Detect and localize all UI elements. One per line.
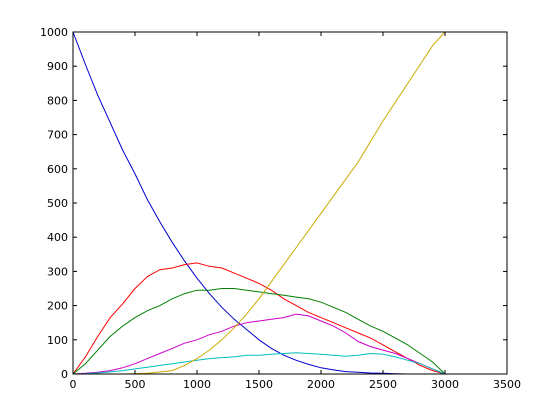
y-tick-label: 500	[47, 197, 68, 210]
x-tick-label: 3000	[431, 378, 459, 391]
ticks-layer: 0 500 1000 1500 2000 2500 3000 3500 0 100 200 300 40…	[40, 26, 521, 391]
y-tick-label: 600	[47, 163, 68, 176]
x-tick-label: 2000	[307, 378, 335, 391]
x-tick-label: 1000	[183, 378, 211, 391]
y-tick-label: 700	[47, 129, 68, 142]
series-line-4	[72, 313, 446, 375]
y-tick-label: 200	[47, 300, 68, 313]
x-tick-label: 2500	[369, 378, 397, 391]
y-tick-label: 300	[47, 265, 68, 278]
series-line-6	[73, 31, 446, 375]
series-line-2	[72, 262, 446, 375]
y-tick-label: 800	[47, 94, 68, 107]
x-tick-label: 500	[125, 378, 146, 391]
y-tick-label: 0	[61, 368, 68, 381]
x-tick-label: 0	[70, 378, 77, 391]
y-tick-label: 1000	[40, 26, 68, 39]
x-tick-label: 3500	[493, 378, 521, 391]
y-tick-label: 100	[47, 334, 68, 347]
series-line-5	[72, 352, 446, 375]
series-line-3	[72, 288, 446, 375]
y-tick-label: 900	[47, 60, 68, 73]
x-tick-label: 1500	[245, 378, 273, 391]
y-tick-label: 400	[47, 231, 68, 244]
series-layer	[72, 31, 446, 375]
